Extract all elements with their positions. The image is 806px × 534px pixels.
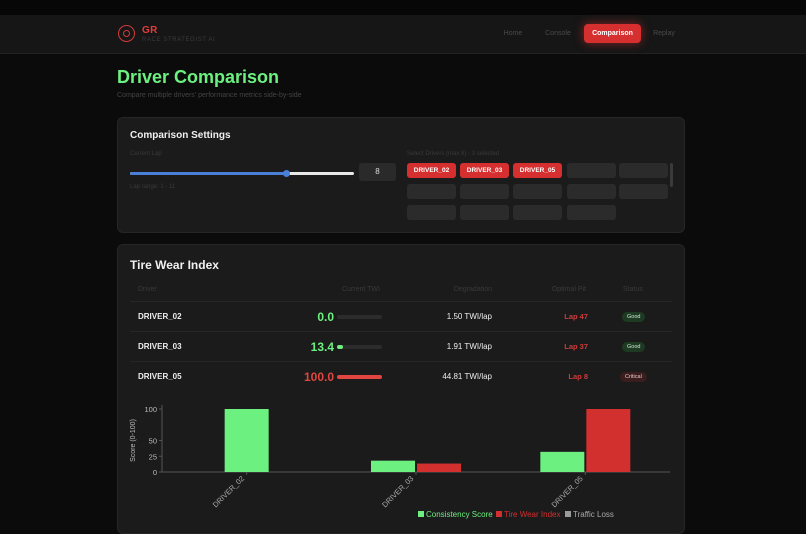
header-driver: Driver (138, 286, 157, 293)
table-row: DRIVER_03 13.4 1.91 TWI/lap Lap 37 Good (130, 331, 672, 362)
driver-chip[interactable] (567, 163, 616, 178)
table-row: DRIVER_05 100.0 44.81 TWI/lap Lap 8 Crit… (130, 361, 672, 392)
twi-bar-fill (337, 375, 382, 379)
bar-tire-wear-index (586, 409, 631, 472)
brand-tagline: RACE STRATEGIST AI (142, 37, 216, 43)
lap-number-input[interactable]: 8 (359, 163, 396, 181)
x-tick-label: DRIVER_03 (380, 474, 415, 509)
top-navbar: GR RACE STRATEGIST AI Home Console Compa… (0, 15, 806, 54)
twi-bar (337, 375, 382, 379)
current-lap-label: Current Lap (130, 151, 162, 157)
bar-tire-wear-index (417, 463, 461, 472)
row-degradation: 1.91 TWI/lap (446, 342, 492, 351)
legend-swatch (418, 511, 424, 517)
driver-chip[interactable] (619, 184, 668, 199)
page-title: Driver Comparison (117, 67, 280, 87)
tire-wear-title: Tire Wear Index (130, 258, 219, 272)
header-optimal-pit: Optimal Pit (551, 286, 586, 293)
row-degradation: 1.50 TWI/lap (446, 312, 492, 321)
row-optimal-pit: Lap 47 (564, 312, 588, 321)
table-row: DRIVER_02 0.0 1.50 TWI/lap Lap 47 Good (130, 301, 672, 332)
window-top-strip (0, 0, 806, 15)
twi-bar (337, 315, 382, 319)
twi-bar-fill (337, 345, 344, 349)
y-tick-label: 100 (144, 405, 157, 414)
row-degradation: 44.81 TWI/lap (442, 372, 492, 381)
y-tick-label: 50 (149, 437, 157, 446)
bar-consistency-score (371, 460, 415, 472)
row-driver: DRIVER_02 (138, 312, 182, 321)
chip-grid-scrollbar[interactable] (670, 163, 673, 187)
x-tick-label: DRIVER_05 (549, 474, 584, 509)
lap-slider-thumb[interactable] (283, 170, 291, 177)
status-badge: Good (622, 312, 646, 322)
legend-label: Traffic Loss (573, 510, 614, 519)
brand-name: GR (142, 25, 158, 36)
nav-replay[interactable]: Replay (653, 30, 675, 37)
nav-console[interactable]: Console (545, 30, 571, 37)
legend-swatch (496, 511, 502, 517)
page-subtitle: Compare multiple drivers' performance me… (117, 92, 302, 99)
row-current-twi: 0.0 (317, 310, 334, 324)
tire-wear-card: Tire Wear Index Driver Current TWI Degra… (117, 244, 685, 534)
driver-chip[interactable] (567, 205, 616, 220)
driver-chip[interactable] (460, 184, 509, 199)
status-badge: Critical (620, 372, 647, 382)
driver-chip[interactable]: DRIVER_05 (513, 163, 562, 178)
driver-chip[interactable]: DRIVER_02 (407, 163, 456, 178)
row-optimal-pit: Lap 37 (564, 342, 588, 351)
status-badge: Good (622, 342, 646, 352)
x-tick-label: DRIVER_02 (211, 474, 246, 509)
driver-chip-grid: DRIVER_02 DRIVER_03 DRIVER_05 (407, 163, 669, 223)
legend-label: Tire Wear Index (504, 510, 560, 519)
lap-slider-fill (130, 172, 287, 175)
row-driver: DRIVER_03 (138, 342, 182, 351)
row-current-twi: 13.4 (310, 340, 334, 354)
row-current-twi: 100.0 (303, 370, 334, 384)
driver-chip[interactable] (567, 184, 616, 199)
lap-range-text: Lap range: 1 - 11 (130, 184, 176, 190)
y-tick-label: 25 (149, 452, 157, 461)
select-drivers-label: Select Drivers (max 8) - 3 selected (407, 151, 500, 157)
comparison-bar-chart: 0 25 50 100 Score (0-100) DRIVER_02 DRIVER_03 D… (130, 405, 670, 519)
driver-chip[interactable] (513, 184, 562, 199)
row-optimal-pit: Lap 8 (568, 372, 588, 381)
legend-swatch (565, 511, 571, 517)
row-driver: DRIVER_05 (138, 372, 182, 381)
twi-bar (337, 345, 382, 349)
legend-label: Consistency Score (426, 510, 493, 519)
header-status: Status (623, 286, 643, 293)
header-current-twi: Current TWI (342, 286, 380, 293)
lap-slider[interactable] (130, 170, 354, 177)
settings-title: Comparison Settings (130, 130, 231, 141)
nav-home[interactable]: Home (503, 30, 523, 37)
driver-chip[interactable] (407, 184, 456, 199)
driver-chip[interactable] (513, 205, 562, 220)
y-axis-label: Score (0-100) (130, 419, 137, 462)
bar-consistency-score (224, 409, 269, 472)
driver-chip[interactable] (407, 205, 456, 220)
driver-chip[interactable]: DRIVER_03 (460, 163, 509, 178)
driver-chip[interactable] (619, 163, 668, 178)
driver-chip[interactable] (460, 205, 509, 220)
bar-consistency-score (540, 451, 585, 472)
comparison-settings-card: Comparison Settings Current Lap 8 Lap ra… (117, 117, 685, 233)
logo-icon[interactable] (118, 25, 135, 42)
y-tick-label: 0 (153, 468, 157, 477)
header-degradation: Degradation (453, 286, 492, 293)
nav-comparison[interactable]: Comparison (584, 24, 641, 43)
